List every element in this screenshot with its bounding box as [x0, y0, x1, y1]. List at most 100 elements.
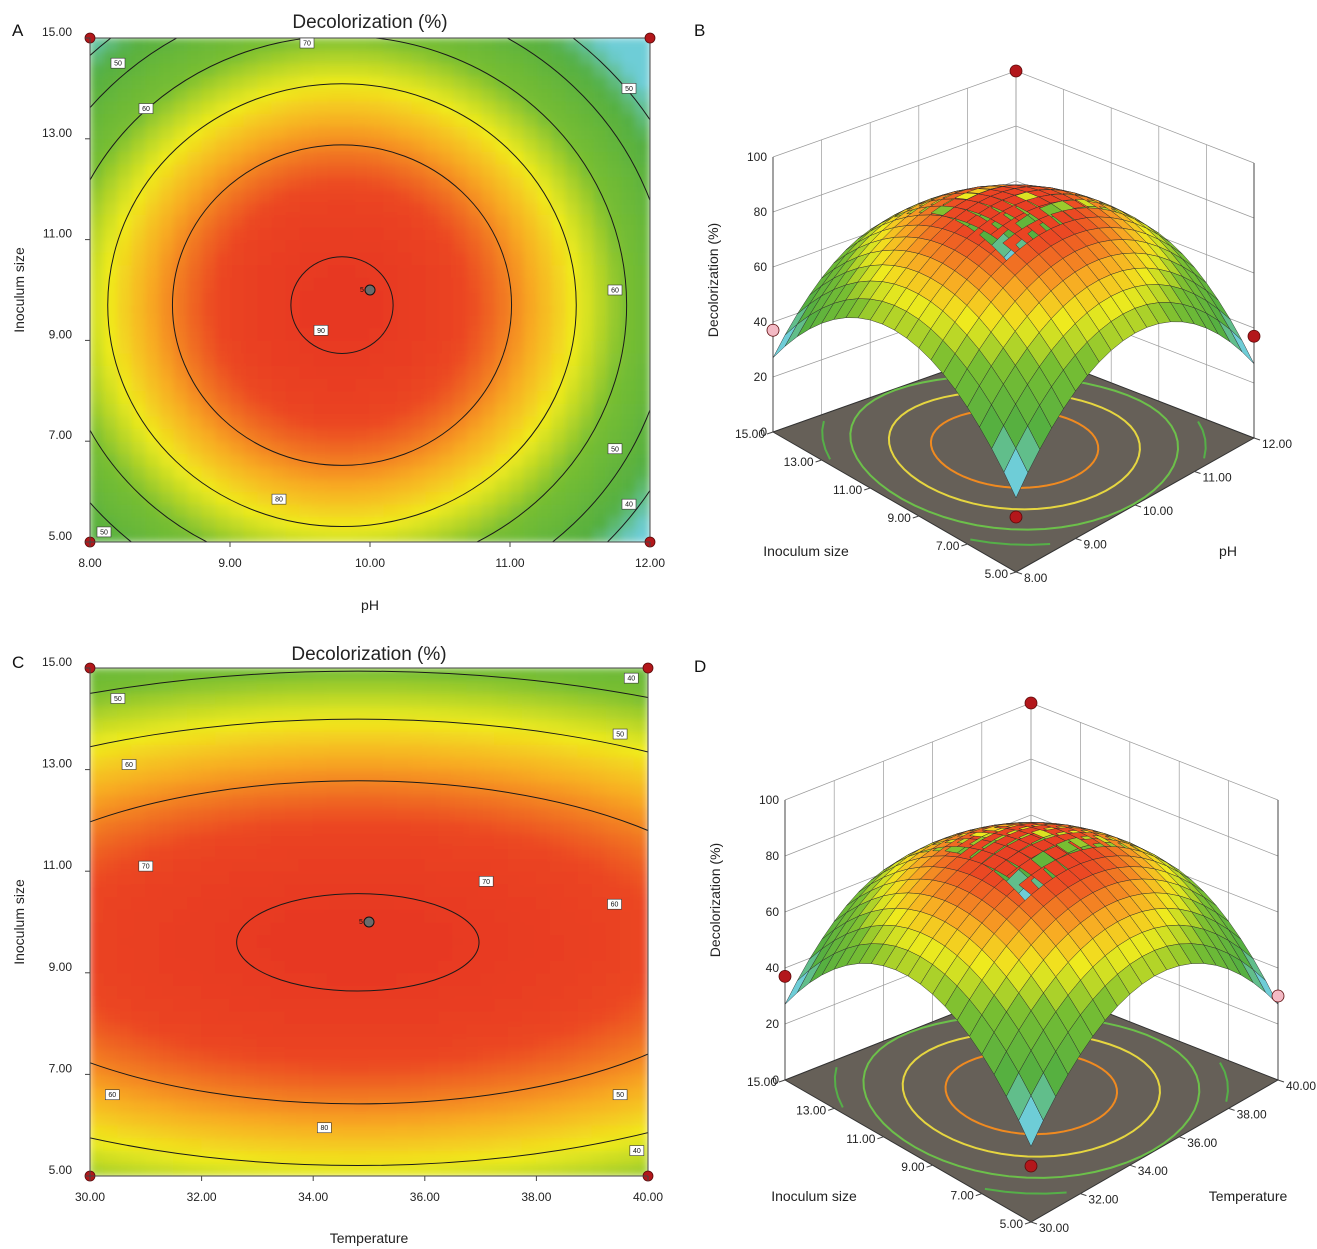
heatmap-cell — [424, 985, 440, 999]
heatmap-cell — [369, 150, 385, 165]
heatmap-cell — [90, 769, 105, 783]
heatmap-cell — [229, 946, 244, 961]
contour-label: 50 — [612, 1089, 628, 1101]
heatmap-cell — [509, 62, 525, 77]
heatmap-cell — [494, 769, 509, 783]
heatmap-cell — [131, 819, 147, 834]
heatmap-cell — [453, 478, 469, 493]
floor-contour — [970, 538, 1051, 546]
heatmap-cell — [593, 75, 609, 89]
heatmap-cell — [466, 896, 482, 910]
heatmap-cell — [453, 503, 469, 518]
heatmap-cell — [368, 985, 384, 999]
heatmap-cell — [467, 251, 483, 266]
heatmap-cell — [201, 188, 217, 203]
heatmap-cell — [535, 731, 551, 745]
heatmap-cell — [396, 819, 412, 834]
heatmap-cell — [187, 921, 203, 936]
heatmap-cell — [424, 1112, 440, 1126]
heatmap-cell — [480, 1099, 496, 1113]
heatmap-cell — [187, 478, 203, 493]
heatmap-cell — [243, 251, 259, 266]
heatmap-cell — [633, 1023, 648, 1037]
heatmap-cell — [326, 896, 342, 910]
heatmap-cell — [256, 883, 272, 898]
heatmap-cell — [577, 1150, 593, 1164]
heatmap-cell — [340, 1010, 356, 1025]
heatmap-cell — [495, 365, 511, 379]
heatmap-cell — [355, 390, 371, 404]
heatmap-cell — [131, 491, 147, 505]
heatmap-cell — [299, 213, 315, 228]
heatmap-cell — [173, 921, 189, 936]
heatmap-cell — [131, 75, 147, 89]
heatmap-cell — [635, 150, 650, 165]
heatmap-cell — [495, 377, 511, 392]
heatmap-cell — [173, 402, 189, 417]
heatmap-cell — [159, 731, 175, 745]
heatmap-cell — [453, 440, 469, 455]
heatmap-cell — [270, 845, 286, 859]
heatmap-cell — [537, 352, 553, 367]
heatmap-cell — [396, 781, 412, 796]
heatmap-cell — [341, 239, 357, 253]
panel-c-x-axis: 30.00 32.00 34.00 36.00 38.00 40.00 Temperatu… — [75, 1175, 663, 1246]
heatmap-cell — [298, 908, 314, 923]
heatmap-cell — [439, 138, 455, 152]
heatmap-cell — [635, 377, 650, 392]
heatmap-cell — [452, 1137, 468, 1152]
heatmap-cell — [621, 314, 637, 329]
heatmap-cell — [354, 1010, 370, 1025]
heatmap-cell — [481, 87, 497, 102]
heatmap-cell — [481, 50, 497, 64]
heatmap-cell — [229, 188, 245, 203]
heatmap-cell — [340, 1073, 356, 1088]
heatmap-cell — [242, 1124, 258, 1139]
heatmap-cell — [159, 832, 175, 847]
heatmap-cell — [215, 1112, 230, 1126]
heatmap-cell — [453, 453, 469, 467]
heatmap-cell — [355, 314, 371, 329]
heatmap-cell — [215, 781, 230, 796]
heatmap-cell — [467, 528, 483, 542]
heatmap-cell — [397, 440, 413, 455]
heatmap-cell — [103, 1023, 119, 1037]
heatmap-cell — [368, 668, 384, 682]
heatmap-cell — [369, 390, 385, 404]
heatmap-cell — [549, 1073, 565, 1088]
heatmap-cell — [368, 934, 384, 948]
heatmap-cell — [285, 465, 301, 480]
heatmap-cell — [327, 87, 343, 102]
heatmap-cell — [607, 377, 623, 392]
heatmap-cell — [284, 807, 300, 821]
heatmap-cell — [327, 163, 343, 178]
heatmap-cell — [340, 1137, 356, 1152]
heatmap-cell — [270, 908, 286, 923]
heatmap-cell — [103, 1162, 119, 1176]
heatmap-cell — [270, 1112, 286, 1126]
heatmap-cell — [354, 1124, 370, 1139]
heatmap-cell — [579, 352, 595, 367]
heatmap-cell — [397, 176, 413, 190]
heatmap-cell — [215, 718, 230, 732]
heatmap-cell — [619, 985, 635, 999]
heatmap-cell — [396, 692, 412, 707]
heatmap-cell — [424, 1137, 440, 1152]
heatmap-cell — [284, 769, 300, 783]
heatmap-cell — [355, 188, 371, 203]
heatmap-cell — [257, 188, 273, 203]
heatmap-cell — [467, 50, 483, 64]
heatmap-cell — [425, 125, 441, 140]
heatmap-cell — [635, 327, 650, 341]
heatmap-cell — [242, 718, 258, 732]
heatmap-cell — [284, 1112, 300, 1126]
heatmap-cell — [369, 327, 385, 341]
heatmap-cell — [103, 163, 119, 178]
heatmap-cell — [201, 705, 217, 720]
heatmap-cell — [591, 1073, 607, 1088]
design-point — [1024, 1159, 1038, 1173]
heatmap-cell — [368, 1073, 384, 1088]
heatmap-cell — [368, 769, 384, 783]
heatmap-cell — [410, 832, 426, 847]
heatmap-cell — [565, 226, 581, 241]
